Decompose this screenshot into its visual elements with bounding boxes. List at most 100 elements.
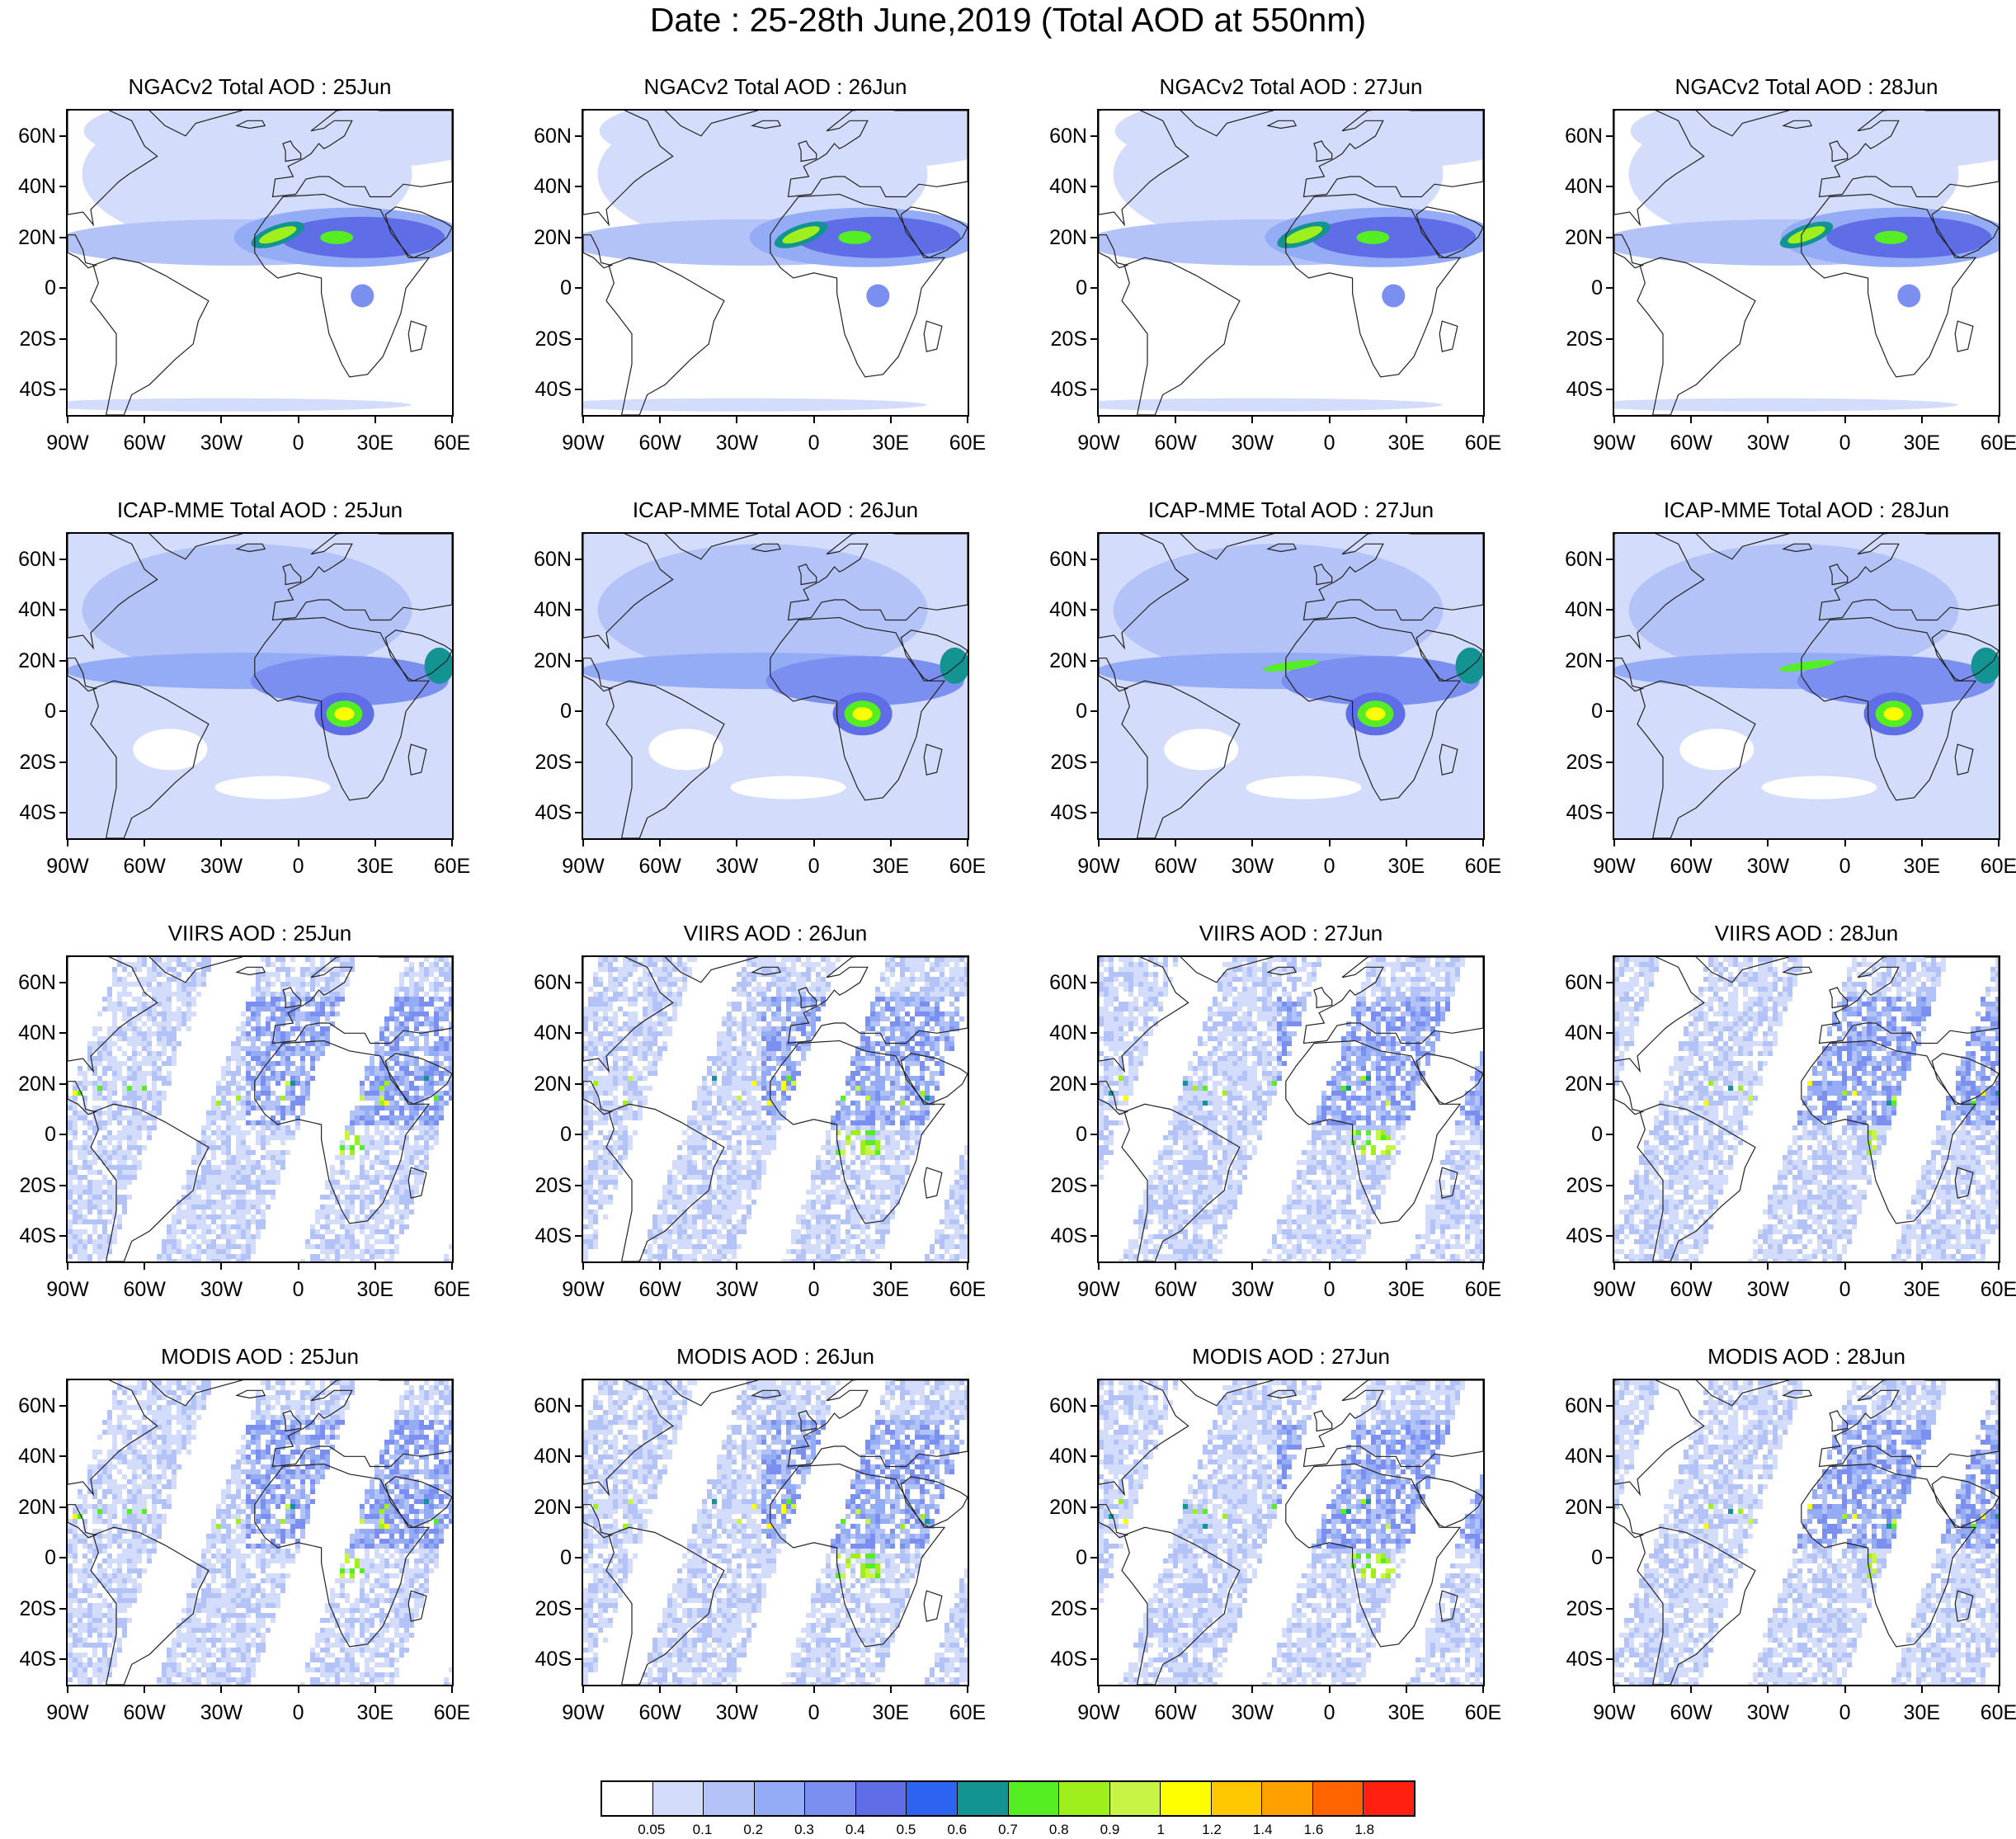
aod-pixel	[702, 1081, 707, 1086]
aod-field	[68, 111, 452, 415]
aod-hotspot	[1455, 647, 1483, 684]
aod-pixel	[697, 1170, 702, 1175]
aod-pixel	[603, 1150, 608, 1155]
lat-tick	[59, 337, 66, 340]
aod-pixel	[211, 1175, 216, 1180]
lat-tick	[1606, 710, 1613, 713]
aod-pixel	[920, 977, 925, 982]
aod-pixel	[751, 1041, 756, 1046]
aod-pixel	[206, 1200, 211, 1205]
aod-pixel	[702, 1135, 707, 1140]
aod-pixel	[172, 1259, 177, 1261]
aod-pixel	[667, 1002, 672, 1007]
aod-pixel	[751, 1140, 756, 1145]
aod-pixel	[142, 1071, 147, 1076]
aod-pixel	[394, 1125, 399, 1130]
aod-pixel	[68, 1185, 73, 1190]
aod-pixel	[742, 1076, 747, 1081]
aod-pixel	[608, 1165, 613, 1170]
aod-pixel	[697, 1091, 702, 1096]
aod-pixel	[855, 1086, 860, 1091]
aod-pixel	[434, 962, 439, 967]
aod-pixel	[449, 1056, 452, 1061]
aod-pixel	[122, 1195, 127, 1200]
aod-pixel	[845, 1130, 850, 1135]
aod-pixel	[628, 1115, 633, 1120]
aod-pixel	[940, 997, 944, 1002]
aod-pixel	[444, 972, 449, 977]
coastline-britain	[1829, 140, 1849, 163]
aod-pixel	[201, 972, 206, 977]
aod-pixel	[261, 1031, 266, 1036]
aod-pixel	[836, 1175, 841, 1180]
aod-pixel	[588, 1170, 593, 1175]
aod-pixel	[672, 967, 677, 972]
aod-pixel	[692, 1190, 697, 1195]
aod-pixel	[384, 1229, 389, 1234]
aod-pixel	[722, 1190, 727, 1195]
aod-pixel	[791, 992, 796, 997]
lat-tick	[1606, 609, 1613, 611]
aod-pixel	[964, 1190, 968, 1195]
aod-pixel	[801, 1031, 806, 1036]
aod-pixel	[414, 1165, 419, 1170]
aod-pixel	[935, 1021, 940, 1026]
aod-pixel	[315, 1011, 320, 1016]
aod-pixel	[310, 1036, 315, 1041]
lon-tick	[582, 840, 584, 846]
aod-pixel	[959, 992, 964, 997]
aod-pixel	[608, 1195, 613, 1200]
aod-pixel	[315, 1244, 320, 1249]
aod-pixel	[404, 997, 409, 1002]
aod-pixel	[280, 1046, 285, 1051]
aod-pixel	[870, 1120, 875, 1125]
aod-pixel	[920, 992, 925, 997]
aod-pixel	[181, 1259, 186, 1261]
aod-pixel	[905, 1061, 910, 1066]
aod-pixel	[142, 1096, 147, 1101]
aod-pixel	[860, 1041, 865, 1046]
aod-pixel	[845, 1190, 850, 1195]
aod-pixel	[915, 1101, 920, 1106]
aod-pixel	[226, 1071, 231, 1076]
aod-pixel	[419, 1101, 424, 1106]
aod-pixel	[434, 982, 439, 987]
aod-pixel	[781, 1101, 786, 1106]
aod-pixel	[860, 1175, 865, 1180]
map-plot-area	[1097, 532, 1485, 840]
aod-pixel	[712, 1155, 717, 1160]
aod-pixel	[172, 1026, 177, 1031]
aod-pixel	[766, 1106, 771, 1110]
lon-tick-label: 30E	[1889, 855, 1955, 878]
aod-pixel	[414, 1002, 419, 1007]
lon-tick	[1328, 840, 1331, 846]
aod-pixel	[196, 1234, 201, 1239]
aod-pixel	[751, 977, 756, 982]
aod-pixel	[290, 1086, 295, 1091]
aod-pixel	[280, 962, 285, 967]
aod-pixel	[132, 1175, 137, 1180]
lat-tick	[59, 287, 66, 290]
lat-tick-label: 40S	[0, 801, 56, 824]
aod-pixel	[434, 1096, 439, 1101]
lon-tick	[374, 1263, 376, 1270]
aod-pixel	[374, 1091, 379, 1096]
aod-pixel	[623, 1140, 628, 1145]
aod-pixel	[434, 1031, 439, 1036]
aod-pixel	[747, 1175, 751, 1180]
aod-pixel	[87, 1041, 92, 1046]
aod-pixel	[256, 1061, 261, 1066]
aod-pixel	[290, 967, 295, 972]
aod-pixel	[424, 1115, 429, 1120]
coastlines	[1099, 111, 1483, 415]
aod-pixel	[613, 1110, 618, 1115]
aod-pixel	[890, 1200, 895, 1205]
aod-pixel	[429, 1002, 434, 1007]
aod-pixel	[162, 1081, 167, 1086]
aod-pixel	[449, 1036, 452, 1041]
aod-pixel	[285, 1036, 290, 1041]
aod-pixel	[404, 1165, 409, 1170]
aod-pixel	[186, 992, 191, 997]
aod-pixel	[737, 1115, 742, 1120]
aod-pixel	[424, 1081, 429, 1086]
